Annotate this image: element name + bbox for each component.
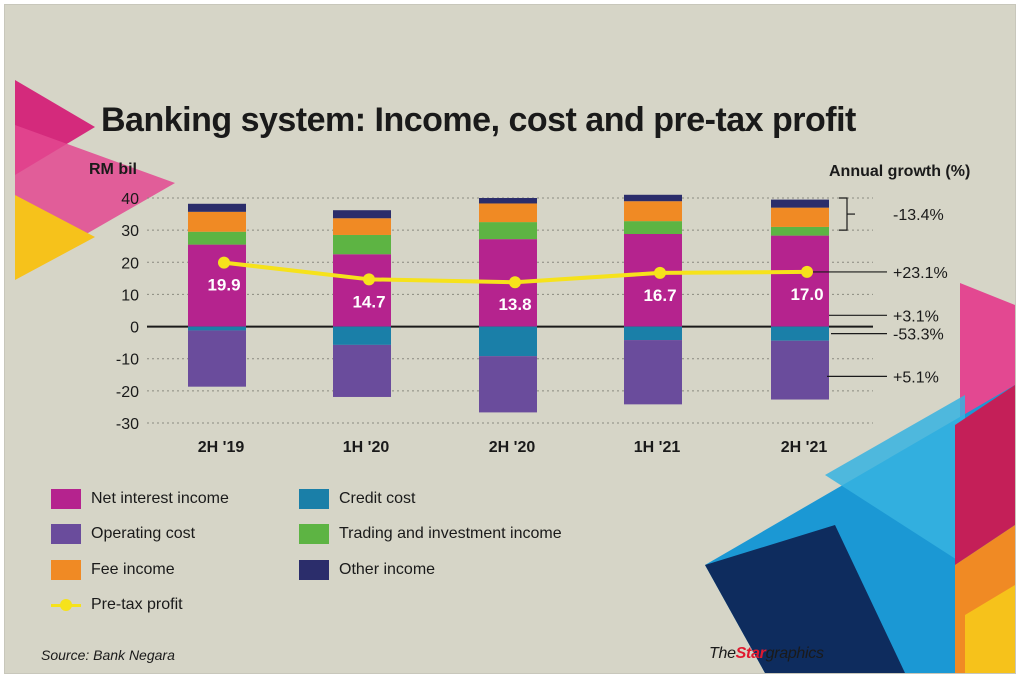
legend-label-trading: Trading and investment income <box>339 525 562 542</box>
deco-crimson-strip <box>955 385 1015 565</box>
legend-label-pre-tax-profit: Pre-tax profit <box>91 596 183 613</box>
y-axis-unit-label: RM bil <box>89 161 137 178</box>
y-tick-label: -10 <box>116 352 139 369</box>
y-tick-label: 20 <box>121 255 139 272</box>
bar-segment-fee <box>333 218 391 235</box>
bar-segment-operating-cost <box>333 344 391 397</box>
chart-title: Banking system: Income, cost and pre-tax… <box>101 101 856 139</box>
growth-label: +5.1% <box>893 369 939 386</box>
legend-item-other: Other income <box>299 558 435 582</box>
bar-segment-credit-cost <box>333 326 391 345</box>
pre-tax-profit-data-label: 19.9 <box>207 276 240 295</box>
deco-cyan-triangle <box>825 395 965 565</box>
legend-item-operating-cost: Operating cost <box>51 522 195 546</box>
legend-swatch-credit-cost <box>299 489 329 509</box>
bar-segment-trading <box>771 226 829 236</box>
annual-growth-title: Annual growth (%) <box>829 163 971 180</box>
bar-segment-net-interest <box>771 235 829 327</box>
x-tick-label: 2H '21 <box>781 439 828 456</box>
deco-triangle-left-yellow <box>15 195 95 280</box>
deco-right-pink <box>960 283 1015 425</box>
bar-segment-fee <box>188 211 246 232</box>
bar-segment-other <box>771 199 829 208</box>
bar-segment-net-interest <box>188 244 246 327</box>
growth-label: +3.1% <box>893 308 939 325</box>
bar-segment-trading <box>624 221 682 234</box>
bar-segment-credit-cost <box>479 326 537 357</box>
bar-segment-trading <box>479 222 537 240</box>
pre-tax-profit-data-label: 14.7 <box>352 292 385 311</box>
bar-segment-credit-cost <box>188 326 246 331</box>
bar-segment-fee <box>624 201 682 222</box>
growth-bracket <box>839 197 848 231</box>
y-tick-label: -30 <box>116 416 139 433</box>
source-note: Source: Bank Negara <box>41 647 175 663</box>
legend: Net interest income Credit cost Operatin… <box>51 485 611 625</box>
x-tick-label: 2H '20 <box>489 439 536 456</box>
pre-tax-profit-point <box>218 256 230 269</box>
legend-label-net-interest: Net interest income <box>91 490 229 507</box>
y-tick-label: 40 <box>121 191 139 208</box>
bar-segment-other <box>333 210 391 219</box>
legend-swatch-trading <box>299 524 329 544</box>
pre-tax-profit-point <box>801 265 813 278</box>
y-tick-label: -20 <box>116 384 139 401</box>
x-tick-label: 2H '19 <box>198 439 245 456</box>
stacked-bar-chart: 40 30 20 10 0 -10 -20 -30 2H '19 1H '20 2H '20 1H '… <box>116 191 948 456</box>
growth-label: -53.3% <box>893 327 944 344</box>
legend-item-fee: Fee income <box>51 558 175 582</box>
bar-segment-fee <box>479 203 537 223</box>
legend-swatch-net-interest <box>51 489 81 509</box>
bar-segment-trading <box>333 234 391 255</box>
brand-post: graphics <box>765 645 824 662</box>
decorative-triangles <box>15 80 1015 673</box>
legend-item-credit-cost: Credit cost <box>299 487 415 511</box>
bar-segment-net-interest <box>333 254 391 327</box>
bar-segment-operating-cost <box>624 340 682 405</box>
legend-item-net-interest: Net interest income <box>51 487 229 511</box>
y-tick-label: 0 <box>130 320 139 337</box>
legend-swatch-fee <box>51 560 81 580</box>
y-tick-label: 30 <box>121 223 139 240</box>
legend-label-credit-cost: Credit cost <box>339 490 416 507</box>
legend-item-pre-tax-profit: Pre-tax profit <box>51 593 183 617</box>
pre-tax-profit-point <box>363 273 375 286</box>
legend-swatch-operating-cost <box>51 524 81 544</box>
bar-segment-other <box>624 194 682 202</box>
deco-yellow-corner <box>965 585 1015 673</box>
legend-label-operating-cost: Operating cost <box>91 525 196 542</box>
x-tick-label: 1H '20 <box>343 439 390 456</box>
bar-segment-operating-cost <box>479 356 537 413</box>
bar-segment-fee <box>771 207 829 227</box>
pre-tax-profit-point <box>509 276 521 289</box>
growth-label: -13.4% <box>893 207 944 224</box>
brand-logo: TheStargraphics <box>709 645 824 663</box>
y-tick-label: 10 <box>121 287 139 304</box>
legend-label-other: Other income <box>339 561 436 578</box>
pre-tax-profit-data-label: 13.8 <box>498 295 531 314</box>
deco-navy-triangle <box>705 525 905 673</box>
pre-tax-profit-point <box>654 266 666 279</box>
bar-segment-trading <box>188 231 246 245</box>
bar-segment-net-interest <box>624 234 682 327</box>
growth-label: +23.1% <box>893 265 948 282</box>
legend-item-trading: Trading and investment income <box>299 522 562 546</box>
bar-segment-other <box>479 198 537 204</box>
pre-tax-profit-data-label: 16.7 <box>643 286 676 305</box>
bar-segment-credit-cost <box>771 326 829 341</box>
legend-swatch-other <box>299 560 329 580</box>
infographic-frame: Banking system: Income, cost and pre-tax… <box>4 4 1016 674</box>
brand-pre: The <box>709 645 736 662</box>
legend-label-fee: Fee income <box>91 561 175 578</box>
x-tick-label: 1H '21 <box>634 439 681 456</box>
bar-segment-credit-cost <box>624 326 682 341</box>
brand-star: Star <box>735 645 766 662</box>
bar-segment-operating-cost <box>771 340 829 400</box>
pre-tax-profit-data-label: 17.0 <box>790 285 823 304</box>
bar-segment-operating-cost <box>188 330 246 387</box>
bar-segment-other <box>188 203 246 212</box>
legend-swatch-pre-tax-profit <box>51 595 81 615</box>
